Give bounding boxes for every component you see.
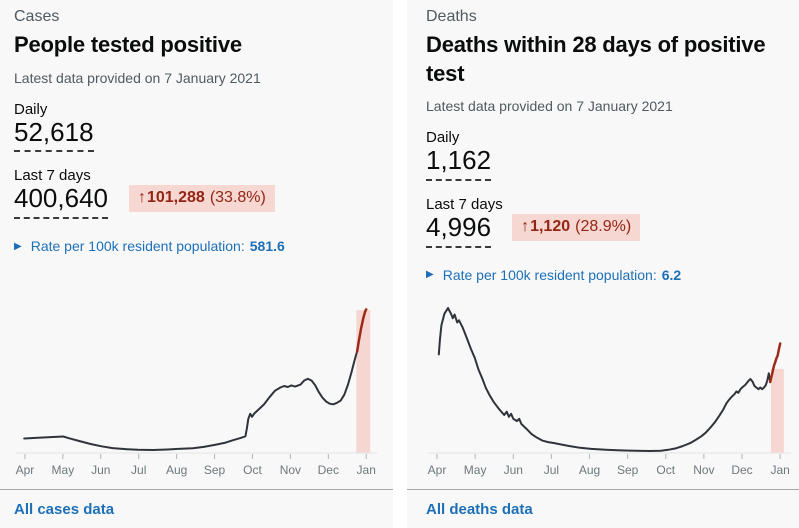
x-axis-label: Oct <box>243 463 262 477</box>
x-axis-label: Oct <box>656 463 675 477</box>
deaths-chart: Apr May Jun Jul Aug Sep Oct Nov Dec Jan <box>426 301 793 479</box>
cases-daily-label: Daily <box>14 100 48 118</box>
x-axis-label: Nov <box>280 463 301 477</box>
all-cases-data-link[interactable]: All cases data <box>14 500 115 518</box>
daily-deaths-last-7-days-line <box>768 342 782 384</box>
cases-change-value: 101,288 <box>146 189 205 207</box>
deaths-rate-label: Rate per 100k resident population: <box>442 266 657 283</box>
cases-change-percent: (33.8%) <box>209 189 266 207</box>
deaths-daily-label: Daily <box>426 129 460 147</box>
deaths-change-percent: (28.9%) <box>575 218 632 236</box>
x-axis-label: May <box>52 463 75 477</box>
x-axis-label: Jun <box>504 463 523 477</box>
deaths-week-value: 4,996 <box>426 212 492 248</box>
cases-change-badge: ↑ 101,288 (33.8%) <box>128 185 275 213</box>
x-axis-label: Dec <box>731 463 752 477</box>
deaths-change-value: 1,120 <box>530 218 571 236</box>
cases-rate-details-toggle[interactable]: ▶ Rate per 100k resident population: 581… <box>14 238 379 254</box>
deaths-change-badge: ↑ 1,120 (28.9%) <box>512 214 641 242</box>
x-axis-label: Jan <box>357 463 376 477</box>
x-axis-label: Sep <box>204 463 226 477</box>
cases-week-label: Last 7 days <box>14 167 91 185</box>
daily-cases-last-7-days-line <box>355 308 368 353</box>
all-deaths-data-link[interactable]: All deaths data <box>426 500 533 518</box>
cases-week-value: 400,640 <box>14 184 108 220</box>
deaths-week-label: Last 7 days <box>426 196 503 214</box>
deaths-panel: Deaths Deaths within 28 days of positive… <box>407 0 799 528</box>
up-arrow-icon: ↑ <box>521 218 530 236</box>
deaths-rate-value: 6.2 <box>661 266 682 283</box>
x-axis-label: Aug <box>166 463 187 477</box>
cases-title: People tested positive <box>14 32 242 57</box>
section-label-deaths: Deaths <box>426 8 477 25</box>
cases-by-day-svg: Apr May Jun Jul Aug Sep Oct Nov Dec Jan <box>16 308 378 477</box>
cases-latest-data-caption: Latest data provided on 7 January 2021 <box>14 69 261 86</box>
last-7-days-band <box>770 368 784 453</box>
deaths-daily-value: 1,162 <box>426 145 492 182</box>
x-axis-label: Jun <box>91 463 110 477</box>
cases-rate-value: 581.6 <box>249 238 285 255</box>
daily-deaths-line <box>437 307 772 452</box>
daily-cases-line <box>23 350 359 451</box>
section-label-cases: Cases <box>14 8 60 25</box>
x-axis-label: Apr <box>428 463 447 477</box>
x-axis-label: Jul <box>544 463 559 477</box>
x-axis-label: Nov <box>693 463 714 477</box>
x-axis-label: Sep <box>617 463 639 477</box>
deaths-title: Deaths within 28 days of positive test <box>426 32 766 86</box>
x-axis-label: Aug <box>579 463 600 477</box>
x-axis-label: Apr <box>16 463 35 477</box>
deaths-latest-data-caption: Latest data provided on 7 January 2021 <box>426 98 673 115</box>
x-axis-label: Jul <box>131 463 146 477</box>
up-arrow-icon: ↑ <box>137 189 146 207</box>
x-axis-label: May <box>464 463 487 477</box>
last-7-days-band <box>356 310 371 453</box>
cases-rate-label: Rate per 100k resident population: <box>30 238 245 255</box>
deaths-rate-details-toggle[interactable]: ▶ Rate per 100k resident population: 6.2 <box>426 267 793 283</box>
x-axis-label: Jan <box>770 463 789 477</box>
deaths-by-day-svg: Apr May Jun Jul Aug Sep Oct Nov Dec Jan <box>428 307 792 477</box>
cases-chart: Apr May Jun Jul Aug Sep Oct Nov Dec Jan <box>14 301 379 479</box>
cases-panel: Cases People tested positive Latest data… <box>0 0 393 528</box>
x-axis-label: Dec <box>318 463 339 477</box>
deaths-footer: All deaths data <box>407 489 799 528</box>
details-arrow-icon: ▶ <box>426 269 434 281</box>
cases-footer: All cases data <box>0 489 393 528</box>
details-arrow-icon: ▶ <box>14 240 22 252</box>
cases-daily-value: 52,618 <box>14 117 94 153</box>
